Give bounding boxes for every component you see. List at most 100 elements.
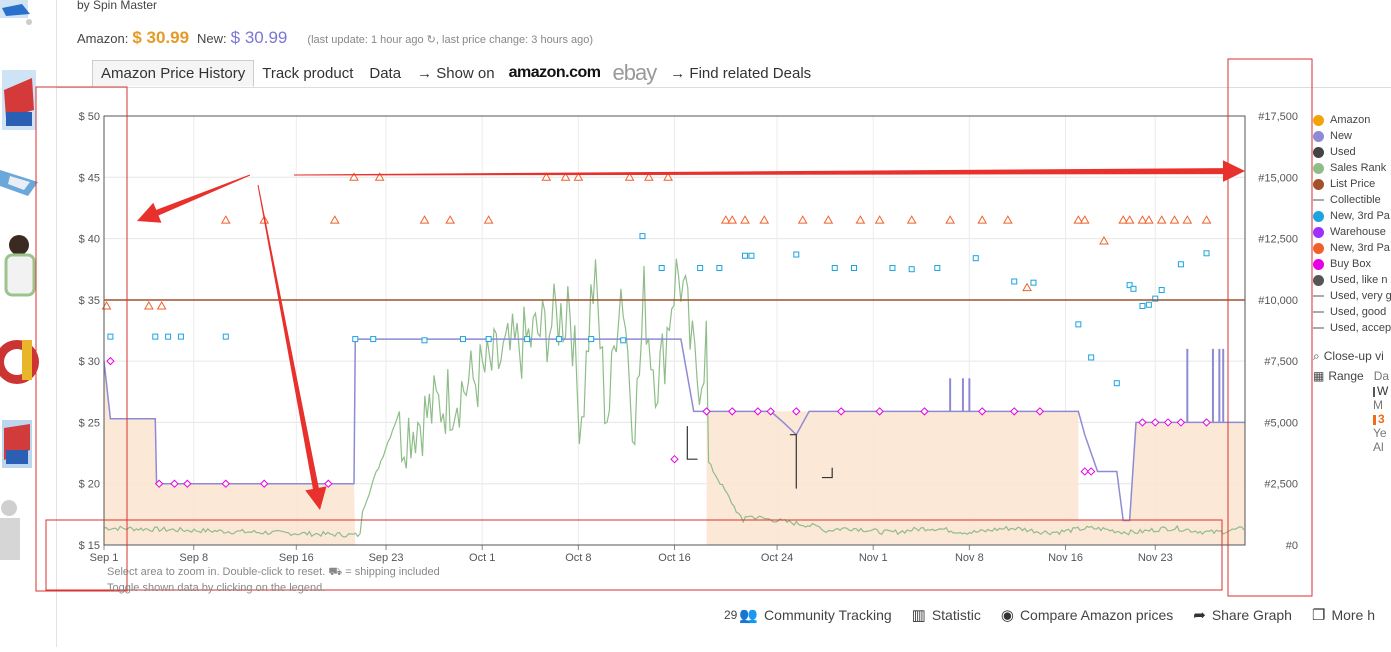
refresh-icon[interactable]: ↻ [423, 34, 436, 46]
third-party-fba-marker [855, 215, 866, 224]
legend-item[interactable]: Used [1313, 144, 1391, 160]
range-option-all[interactable]: Al [1373, 440, 1384, 454]
third-party-fba-marker [1201, 215, 1212, 224]
range-option-3month[interactable]: 3 [1373, 412, 1391, 426]
tab-data[interactable]: Data [369, 64, 402, 82]
third-party-new-marker [934, 264, 941, 271]
amazon-logo-link[interactable]: amazon.com [508, 64, 601, 81]
ebay-logo-link[interactable]: ebay [612, 60, 658, 85]
legend-item[interactable]: New [1313, 128, 1391, 144]
legend-swatch [1313, 114, 1324, 126]
third-party-new-marker [1075, 321, 1082, 328]
legend-item[interactable]: Sales Rank [1313, 160, 1391, 176]
range-option-week[interactable]: W [1373, 384, 1391, 398]
calendar-icon: ▦ [1313, 369, 1325, 383]
third-party-new-marker [152, 333, 159, 340]
third-party-new-marker [850, 264, 857, 271]
buy-box-marker [977, 407, 987, 416]
statistic-link[interactable]: ▥ Statistic [912, 606, 981, 624]
buy-box-marker [702, 407, 711, 416]
third-party-new-marker [177, 333, 184, 340]
third-party-new-marker [588, 336, 595, 343]
legend-swatch [1313, 162, 1324, 174]
buy-box-marker [106, 356, 115, 366]
copy-icon: ❐ [1311, 607, 1326, 624]
tab-track-product[interactable]: Track product [262, 64, 354, 82]
thumbnail-strip [0, 0, 39, 560]
more-link[interactable]: ❐ More h [1312, 606, 1375, 624]
x-tick-label: Sep 8 [179, 552, 208, 564]
plot-frame [103, 115, 1246, 546]
chart-tools: ⌕ Close-up vi ▦ Range Da W M 3 Ye Al [1313, 348, 1391, 455]
legend-label: Used, accep [1330, 322, 1391, 334]
buy-box-marker [836, 407, 846, 416]
legend-swatch [1313, 295, 1324, 297]
legend-item[interactable]: New, 3rd Pa [1313, 240, 1391, 256]
third-party-fba-marker [445, 215, 456, 224]
legend-item[interactable]: New, 3rd Pa [1313, 208, 1391, 224]
third-party-new-marker [889, 264, 896, 271]
statistic-label: Statistic [931, 607, 981, 623]
buy-box-marker [875, 407, 884, 416]
shipping-hint: = shipping included [345, 566, 440, 578]
share-graph-link[interactable]: ➦ Share Graph [1193, 606, 1292, 624]
x-tick-label: Oct 24 [761, 552, 793, 564]
price-summary: Amazon: $ 30.99 New: $ 30.99 (last update: 1… [77, 28, 593, 48]
buy-box-marker [221, 479, 230, 488]
legend-item[interactable]: Used, very g [1313, 288, 1391, 304]
thumbnail-5[interactable] [0, 340, 39, 384]
tab-bar: Amazon Price History Track product Data … [92, 59, 819, 87]
third-party-new-marker [1126, 282, 1133, 289]
closeup-toggle[interactable]: ⌕ Close-up vi [1313, 348, 1391, 364]
legend-item[interactable]: Buy Box [1313, 256, 1391, 272]
buy-box-marker [792, 407, 801, 416]
y-tick-label-left: $ 45 [79, 172, 100, 184]
community-tracking-link[interactable]: 29 👥 Community Tracking [724, 606, 892, 624]
legend-item[interactable]: Used, accep [1313, 320, 1391, 336]
users-icon: 👥 [739, 607, 759, 624]
third-party-fba-marker [1022, 282, 1032, 292]
third-party-fba-marker [823, 215, 834, 224]
annotation-arrow [137, 174, 251, 223]
legend-label: Collectible [1330, 194, 1381, 206]
third-party-new-marker [1203, 250, 1210, 257]
legend-item[interactable]: Warehouse [1313, 224, 1391, 240]
range-option-day[interactable]: Da [1373, 369, 1390, 383]
legend-item[interactable]: Collectible [1313, 192, 1391, 208]
third-party-fba-marker [1156, 215, 1167, 224]
third-party-new-marker [1145, 301, 1152, 308]
legend-item[interactable]: List Price [1313, 176, 1391, 192]
legend-swatch [1313, 146, 1324, 158]
legend-label: Buy Box [1330, 258, 1371, 270]
thumbnail-2[interactable] [2, 70, 36, 130]
closeup-label: Close-up vi [1323, 349, 1384, 363]
buy-box-marker [183, 479, 192, 488]
compare-prices-link[interactable]: ◉ Compare Amazon prices [1001, 606, 1173, 624]
third-party-fba-marker [643, 172, 654, 181]
buy-box-marker [154, 479, 164, 488]
sales-rank-line [103, 258, 1245, 538]
range-selector[interactable]: ▦ Range Da [1313, 368, 1391, 384]
annotation-box [45, 519, 1223, 591]
tab-price-history[interactable]: Amazon Price History [92, 59, 255, 87]
range-option-month[interactable]: M [1373, 398, 1383, 412]
legend-item[interactable]: Amazon [1313, 112, 1391, 128]
x-tick-label: Sep 23 [369, 552, 404, 564]
chart-hint: Select area to zoom in. Double-click to … [107, 564, 440, 596]
thumbnail-6[interactable] [2, 420, 32, 468]
thumbnail-3[interactable] [0, 170, 38, 196]
share-label: Share Graph [1211, 607, 1292, 623]
thumbnail-1[interactable] [0, 0, 32, 25]
thumbnail-4[interactable] [4, 235, 36, 297]
legend-label: List Price [1330, 178, 1376, 190]
magnifier-icon: ⌕ [1313, 348, 1320, 363]
third-party-fba-marker [1079, 215, 1090, 224]
range-option-year[interactable]: Ye [1373, 426, 1387, 440]
legend-item[interactable]: Used, good [1313, 304, 1391, 320]
thumbnail-7[interactable] [0, 500, 20, 560]
legend-swatch [1313, 199, 1324, 201]
legend-item[interactable]: Used, like n [1313, 272, 1391, 288]
y-tick-label-left: $ 15 [79, 540, 100, 552]
find-related-deals-link[interactable]: → Find related Deals [670, 64, 812, 82]
